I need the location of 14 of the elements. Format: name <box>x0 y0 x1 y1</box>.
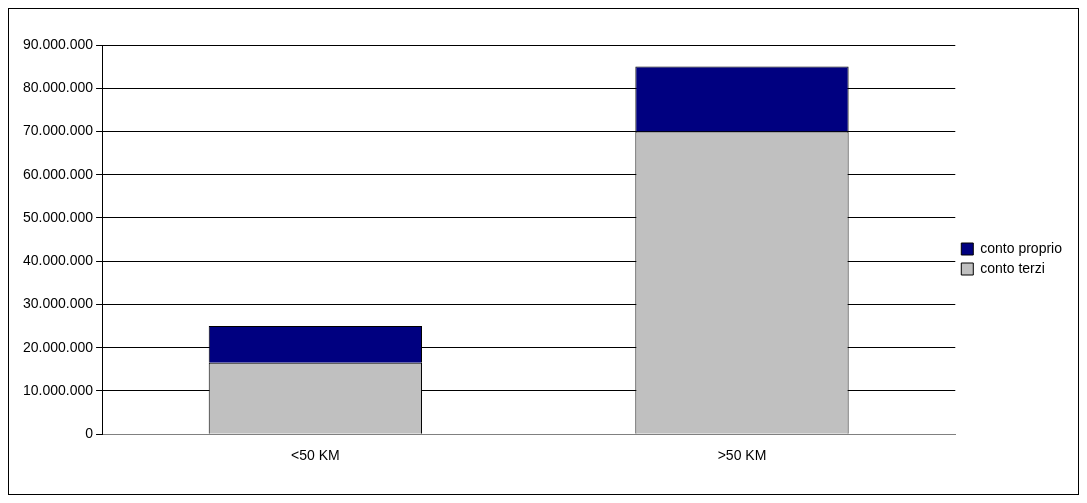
y-tick-label: 90.000.000 <box>22 35 94 52</box>
y-tick-label: 80.000.000 <box>22 79 94 96</box>
x-tick-label: <50 KM <box>291 447 340 464</box>
y-tick-label: 40.000.000 <box>22 252 94 269</box>
legend-label: conto proprio <box>980 239 1063 256</box>
y-tick-label: 60.000.000 <box>22 165 94 182</box>
y-tick-label: 10.000.000 <box>22 381 94 398</box>
y-tick-label: 50.000.000 <box>22 208 94 225</box>
y-tick-label: 30.000.000 <box>22 295 94 312</box>
y-tick-label: 20.000.000 <box>22 338 94 355</box>
legend-label: conto terzi <box>980 259 1045 276</box>
y-tick-label: 70.000.000 <box>22 122 94 139</box>
y-tick-label: 0 <box>85 425 94 442</box>
x-tick-label: >50 KM <box>717 447 767 464</box>
